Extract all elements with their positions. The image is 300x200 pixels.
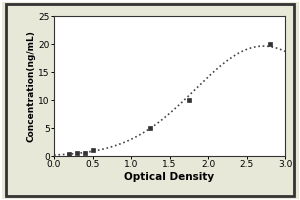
Y-axis label: Concentration(ng/mL): Concentration(ng/mL) (27, 30, 36, 142)
X-axis label: Optical Density: Optical Density (124, 172, 214, 182)
